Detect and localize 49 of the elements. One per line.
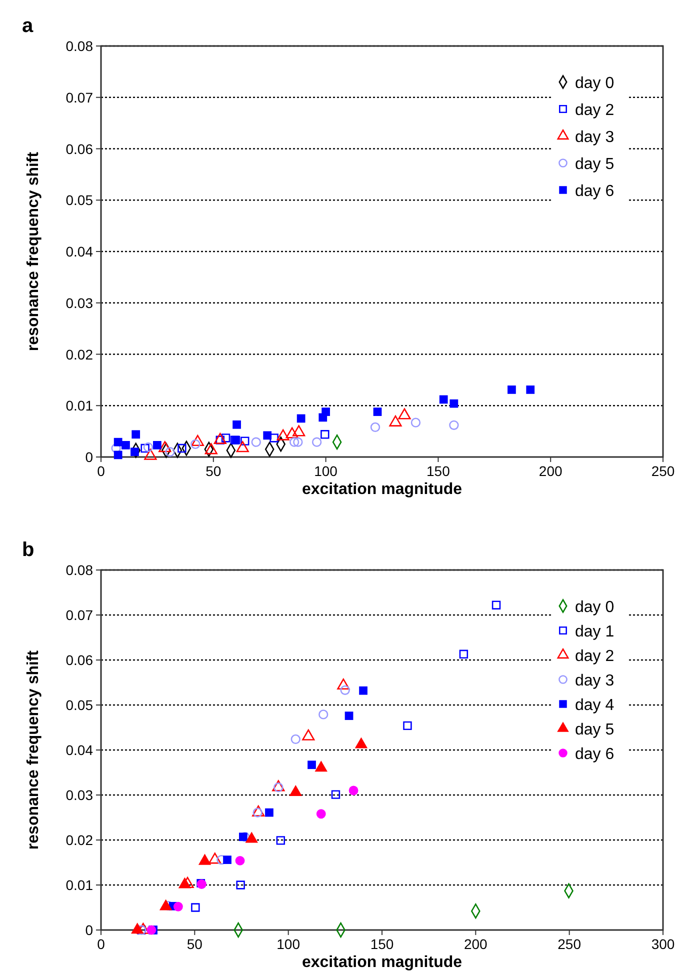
x-tick-label: 250 xyxy=(651,463,675,479)
legend-label: day 4 xyxy=(575,697,614,714)
y-tick-label: 0.02 xyxy=(66,832,94,848)
x-tick-label: 50 xyxy=(206,463,222,479)
y-tick-label: 0 xyxy=(85,449,94,465)
x-tick-label: 100 xyxy=(276,936,300,952)
x-tick-label: 0 xyxy=(97,463,106,479)
y-tick-label: 0.06 xyxy=(66,652,94,668)
x-axis-title: excitation magnitude xyxy=(302,481,462,498)
y-tick-label: 0 xyxy=(85,922,94,938)
chart-title: a xyxy=(22,15,34,37)
x-tick-label: 200 xyxy=(538,463,562,479)
y-tick-label: 0.06 xyxy=(66,140,94,157)
x-tick-label: 200 xyxy=(464,936,488,952)
y-axis-title: resonance frequency shift xyxy=(25,151,42,352)
y-tick-label: 0.05 xyxy=(66,697,94,713)
x-tick-label: 300 xyxy=(651,936,675,952)
y-tick-label: 0.02 xyxy=(66,346,94,362)
legend-label: day 5 xyxy=(575,156,614,173)
legend-label: day 2 xyxy=(575,102,614,119)
legend-label: day 3 xyxy=(575,672,614,690)
x-tick-label: 50 xyxy=(186,936,203,952)
legend-label: day 2 xyxy=(575,648,614,665)
x-tick-label: 150 xyxy=(370,936,394,952)
legend-label: day 6 xyxy=(575,183,614,200)
legend-label: day 0 xyxy=(575,75,614,92)
y-tick-label: 0.08 xyxy=(66,562,94,578)
x-tick-label: 0 xyxy=(97,936,106,952)
y-tick-label: 0.04 xyxy=(66,244,94,260)
y-tick-label: 0.03 xyxy=(66,294,94,311)
legend-label: day 0 xyxy=(575,599,614,616)
y-tick-label: 0.05 xyxy=(66,192,94,208)
y-tick-label: 0.04 xyxy=(66,742,94,758)
chart-title: b xyxy=(22,539,34,561)
legend-label: day 5 xyxy=(575,722,614,738)
x-tick-label: 250 xyxy=(558,936,582,952)
y-tick-label: 0.07 xyxy=(66,607,94,623)
legend-label: day 6 xyxy=(575,746,614,763)
x-tick-label: 100 xyxy=(314,463,338,479)
y-tick-label: 0.01 xyxy=(66,398,94,414)
y-tick-label: 0.08 xyxy=(66,38,94,54)
y-tick-label: 0.03 xyxy=(66,787,94,803)
legend-label: day 1 xyxy=(575,624,614,640)
y-tick-label: 0.07 xyxy=(66,89,94,106)
x-axis-title: excitation magnitude xyxy=(302,954,462,971)
x-tick-label: 150 xyxy=(426,463,450,479)
legend-label: day 3 xyxy=(575,129,614,146)
y-tick-label: 0.01 xyxy=(66,877,94,893)
y-axis-title: resonance frequency shift xyxy=(25,650,42,850)
